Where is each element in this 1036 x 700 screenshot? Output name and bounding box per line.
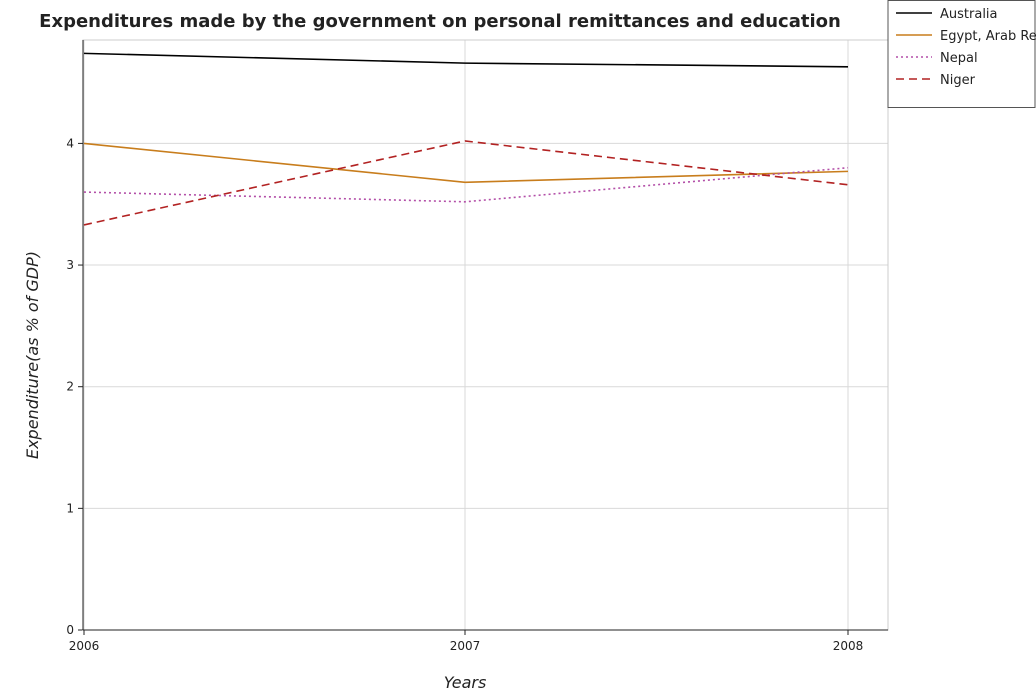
series-line-australia (83, 52, 849, 68)
y-tick-label: 2 (66, 380, 74, 394)
legend-label: Australia (940, 7, 998, 22)
series-line-nepal (83, 166, 849, 203)
x-tick-label: 2007 (450, 639, 481, 653)
chart-title: Expenditures made by the government on p… (39, 11, 841, 32)
series-lines (83, 52, 849, 226)
series-line-egypt-arab-rep (83, 142, 849, 184)
grid (83, 40, 888, 631)
legend-box (887, 0, 1036, 108)
axes: 0 1 2 3 4 2006 2007 2008 (66, 39, 889, 653)
legend-label: Niger (940, 73, 976, 88)
x-tick-label: 2008 (833, 639, 864, 653)
legend: Australia Egypt, Arab Rep. Nepal Niger (887, 0, 1036, 108)
y-tick-label: 1 (66, 501, 74, 515)
series-line-niger (83, 140, 849, 226)
legend-label: Egypt, Arab Rep. (940, 29, 1036, 44)
plot-frame (82, 39, 889, 631)
y-axis-label: Expenditure(as % of GDP) (23, 251, 42, 459)
legend-label: Nepal (940, 51, 978, 66)
y-tick-label: 0 (66, 623, 74, 637)
y-tick-label: 3 (66, 258, 74, 272)
y-tick-label: 4 (66, 136, 74, 150)
x-axis-label: Years (444, 673, 487, 692)
x-tick-label: 2006 (69, 639, 100, 653)
